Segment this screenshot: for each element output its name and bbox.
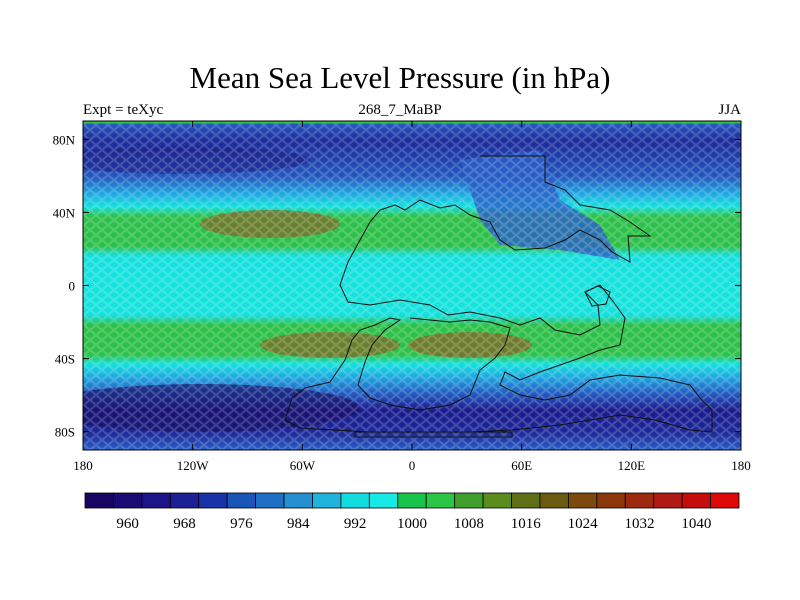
colorbar-swatch [226,492,257,509]
colorbar-swatch [624,492,655,509]
experiment-label: Expt = teXyc [83,102,164,118]
lon-tick-label: 60E [511,458,532,473]
colorbar-label: 1040 [681,516,711,532]
colorbar-swatch [681,492,711,509]
colorbar-swatch [283,492,313,509]
colorbar-label: 984 [287,516,310,532]
lat-tick-label: 0 [69,279,76,294]
colorbar-swatch [169,492,200,509]
colorbar-swatch [710,492,740,509]
colorbar-label: 976 [230,516,253,532]
coastline-south-strip [354,431,513,438]
lat-tick-label: 80S [55,425,75,440]
lon-tick-label: 120E [618,458,646,473]
colorbar-swatch [397,492,427,509]
colorbar-label: 992 [344,516,367,532]
colorbar-swatch [255,492,285,509]
season-label: JJA [718,102,741,118]
colorbar: 960 968 976 984 992 1000 1008 1016 1024 1032 1040 [84,492,740,532]
colorbar-swatch [454,492,484,509]
colorbar-label: 1016 [511,516,542,532]
colorbar-swatch [653,492,683,509]
colorbar-label: 968 [173,516,196,532]
coastline-island [584,285,611,307]
plot-title: Mean Sea Level Pressure (in hPa) [189,60,611,95]
pressure-field [83,121,741,450]
lon-tick-label: 120W [177,458,210,473]
colorbar-label: 1032 [624,516,654,532]
lon-tick-label: 180 [73,458,93,473]
colorbar-swatch [425,492,456,509]
colorbar-label: 1008 [454,516,484,532]
colorbar-swatch [84,492,114,509]
lon-tick-label: 0 [409,458,416,473]
colorbar-swatch [113,492,143,509]
lat-tick-label: 80N [53,132,76,147]
colorbar-swatch [567,492,598,509]
colorbar-swatch [198,492,228,509]
colorbar-label: 1024 [568,516,599,532]
colorbar-swatch [368,492,399,509]
colorbar-label: 960 [116,516,139,532]
colorbar-swatch [596,492,626,509]
colorbar-swatch [511,492,541,509]
lat-tick-label: 40S [55,352,75,367]
axis-ticks: 180 120W 60W 0 60E 120E 180 80N 40N 0 40S 80S [53,121,751,473]
lat-tick-label: 40N [53,205,76,220]
lon-tick-label: 180 [731,458,751,473]
colorbar-label: 1000 [397,516,427,532]
lon-tick-label: 60W [290,458,316,473]
colorbar-swatch [340,492,370,509]
time-label: 268_7_MaBP [358,102,442,118]
colorbar-swatch [312,492,342,509]
colorbar-swatch [141,492,171,509]
colorbar-swatch [539,492,569,509]
coastline [284,155,713,433]
colorbar-swatch [482,492,512,509]
